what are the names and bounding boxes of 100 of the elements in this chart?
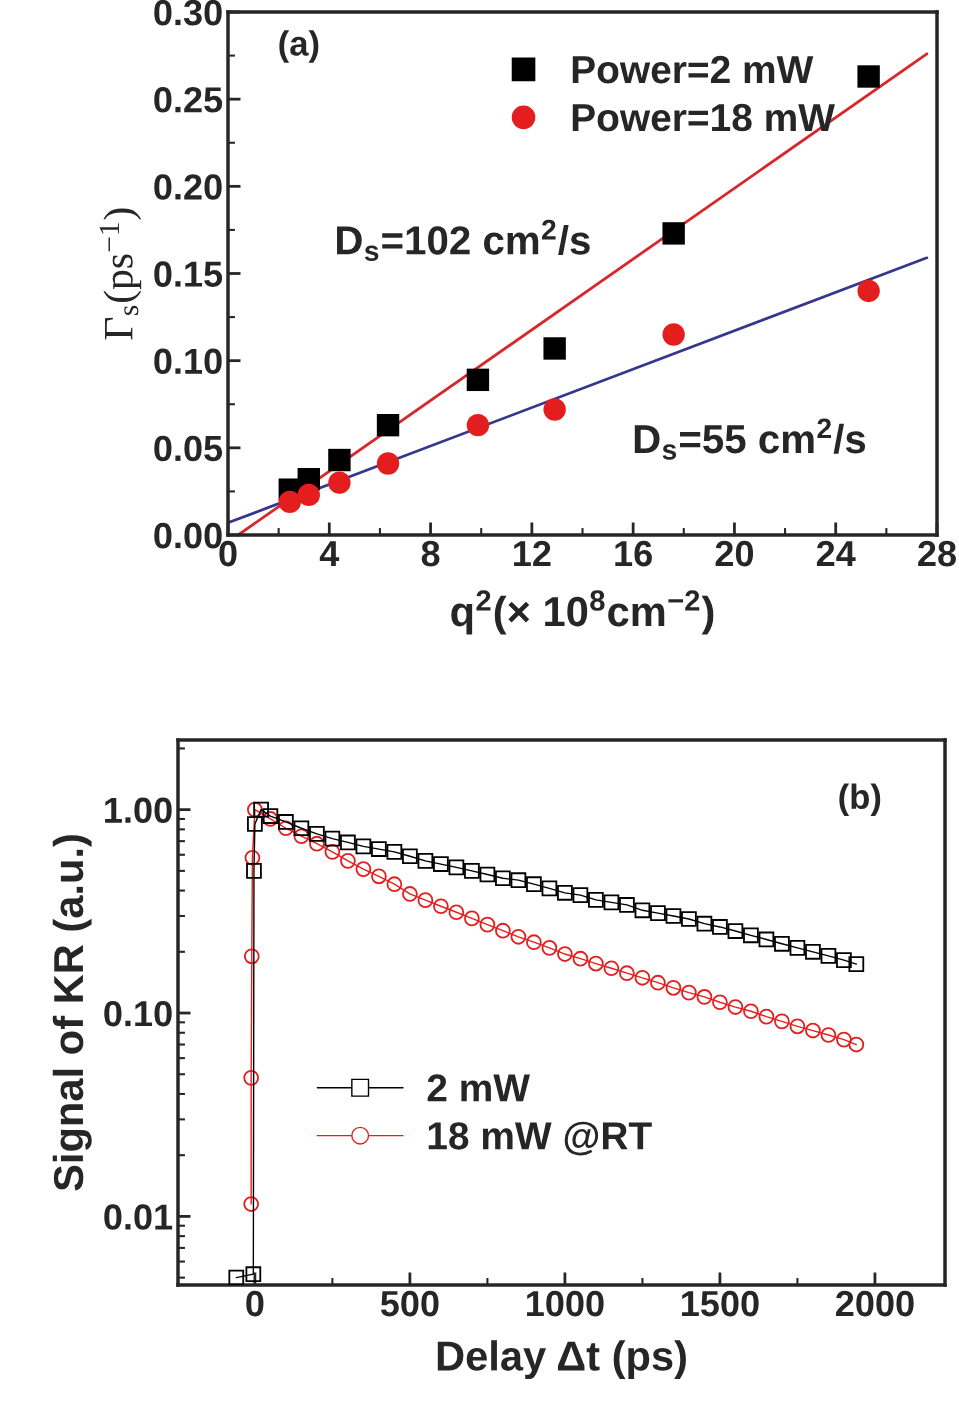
point [278, 820, 294, 837]
point [386, 844, 403, 860]
point [297, 483, 320, 507]
legend-label: Power=18 mW [572, 103, 835, 132]
point [376, 452, 400, 475]
point [727, 923, 744, 939]
point [466, 413, 490, 437]
x-tick-label: 8 [421, 540, 440, 567]
point [650, 905, 666, 921]
point [448, 859, 465, 876]
point [619, 897, 635, 913]
point [665, 979, 682, 996]
x-axis-title: Delay Δt (ps) [437, 1340, 686, 1380]
point [588, 892, 604, 908]
legend-label: Power=2 mW [572, 55, 814, 84]
point [510, 928, 527, 945]
point [324, 830, 341, 847]
y-tick-label: 0.30 [154, 0, 222, 26]
x-tick-label: 16 [615, 540, 652, 567]
point [820, 948, 837, 964]
point [464, 910, 480, 927]
x-tick-label: 0 [246, 1290, 264, 1317]
point [328, 471, 351, 494]
point [805, 1022, 821, 1039]
point [665, 908, 682, 924]
point [328, 448, 351, 472]
point [572, 887, 589, 903]
x-tick-label: 2000 [836, 1290, 914, 1317]
point [355, 861, 372, 877]
x-tick-label: 20 [715, 540, 754, 567]
point [743, 927, 759, 944]
point [696, 989, 713, 1005]
point [371, 841, 387, 857]
point [526, 876, 542, 893]
legend-label: 2 mW [427, 1074, 530, 1102]
y-axis-title: Γ$_{s}$(ps$^{−1}$) [99, 208, 142, 340]
point [662, 222, 685, 245]
point [543, 398, 566, 421]
point [309, 826, 325, 842]
point [433, 856, 449, 872]
point [402, 848, 418, 865]
y-tick-label: 1.00 [105, 797, 172, 824]
point [293, 828, 310, 845]
annotation: (a) [279, 30, 319, 63]
point [758, 1008, 775, 1025]
legend-label: 18 mW @RT [428, 1121, 652, 1156]
point [253, 801, 269, 818]
point [774, 1013, 790, 1030]
point [464, 863, 480, 879]
y-tick-label: 0.10 [154, 348, 222, 375]
point [541, 940, 558, 956]
point [789, 1018, 806, 1035]
point [479, 866, 496, 883]
point [789, 940, 806, 956]
point [340, 853, 356, 869]
annotation: (b) [839, 783, 881, 816]
point [857, 65, 880, 88]
y-tick-label: 0.20 [154, 174, 222, 200]
point [572, 950, 589, 967]
point [245, 1266, 262, 1283]
point [243, 948, 260, 965]
point [603, 894, 620, 911]
x-tick-label: 500 [380, 1290, 439, 1317]
point [376, 413, 400, 437]
point [417, 853, 434, 869]
point [727, 999, 744, 1015]
point [696, 915, 713, 932]
x-tick-label: 1500 [682, 1290, 759, 1317]
point [495, 870, 511, 887]
point [758, 931, 775, 948]
point [510, 872, 527, 889]
point [848, 956, 865, 972]
point [848, 1036, 865, 1053]
point [619, 965, 635, 982]
point [857, 279, 880, 303]
point [603, 960, 620, 977]
point [355, 838, 372, 855]
point [543, 337, 566, 360]
point [634, 902, 651, 919]
point [774, 935, 790, 952]
annotation: D$_{s}$=55 cm$^{2}$/s [634, 418, 866, 460]
point [495, 922, 511, 939]
y-tick-label: 0.25 [154, 87, 223, 113]
x-tick-label: 1000 [527, 1290, 604, 1317]
point [278, 814, 294, 830]
point [681, 911, 697, 927]
point [309, 835, 325, 852]
x-axis-title: q$^{2}$(× 10$^{8}$cm$^{−2}$) [451, 590, 714, 635]
point [278, 490, 301, 514]
point [340, 834, 356, 851]
x-tick-label: 12 [514, 540, 551, 567]
point [712, 919, 728, 935]
point [293, 820, 310, 837]
point [526, 934, 542, 951]
y-tick-label: 0.01 [104, 1204, 173, 1230]
point [228, 1269, 245, 1285]
point [557, 884, 573, 901]
point [243, 1196, 260, 1212]
y-axis-title: Signal of KR (a.u.) [52, 835, 92, 1191]
point [448, 904, 465, 921]
